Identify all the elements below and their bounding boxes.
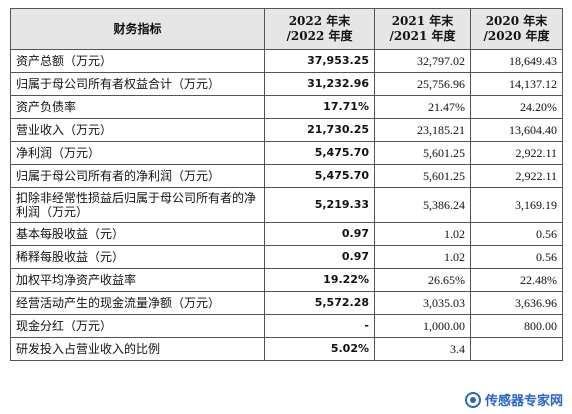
cell-2021: 3,035.03 bbox=[374, 291, 471, 315]
cell-2022: 37,953.25 bbox=[264, 49, 375, 73]
cell-2020: 24.20% bbox=[470, 95, 563, 119]
row-label: 扣除非经常性损益后归属于母公司所有者的净利润（万元） bbox=[10, 187, 265, 223]
cell-2022: 5,572.28 bbox=[264, 291, 375, 315]
cell-2022: 0.97 bbox=[264, 245, 375, 269]
watermark: 传感器专家网 bbox=[461, 389, 566, 410]
cell-2022: 0.97 bbox=[264, 222, 375, 246]
table-row: 归属于母公司所有者权益合计（万元） 31,232.96 25,756.96 14… bbox=[10, 72, 563, 96]
row-label: 基本每股收益（元） bbox=[10, 222, 265, 246]
cell-2022: 5,475.70 bbox=[264, 164, 375, 188]
cell-2020: 13,604.40 bbox=[470, 118, 563, 142]
table-row: 扣除非经常性损益后归属于母公司所有者的净利润（万元） 5,219.33 5,38… bbox=[10, 187, 563, 223]
financial-indicators-table: 财务指标 2022 年末 /2022 年度 2021 年末 /2021 年度 2… bbox=[10, 8, 563, 361]
row-label: 经营活动产生的现金流量净额（万元） bbox=[10, 291, 265, 315]
table-row: 基本每股收益（元） 0.97 1.02 0.56 bbox=[10, 222, 563, 246]
table-row: 净利润（万元） 5,475.70 5,601.25 2,922.11 bbox=[10, 141, 563, 165]
cell-2022: 5.02% bbox=[264, 337, 375, 361]
cell-2022: 17.71% bbox=[264, 95, 375, 119]
cell-2022: - bbox=[264, 314, 375, 338]
watermark-logo-icon bbox=[464, 391, 481, 408]
cell-2022: 5,475.70 bbox=[264, 141, 375, 165]
cell-2021: 5,601.25 bbox=[374, 141, 471, 165]
row-label: 归属于母公司所有者权益合计（万元） bbox=[10, 72, 265, 96]
header-2020: 2020 年末 /2020 年度 bbox=[470, 8, 563, 50]
cell-2021: 5,601.25 bbox=[374, 164, 471, 188]
cell-2022: 19.22% bbox=[264, 268, 375, 292]
cell-2021: 26.65% bbox=[374, 268, 471, 292]
table-row: 经营活动产生的现金流量净额（万元） 5,572.28 3,035.03 3,63… bbox=[10, 291, 563, 315]
cell-2022: 21,730.25 bbox=[264, 118, 375, 142]
header-2021: 2021 年末 /2021 年度 bbox=[374, 8, 471, 50]
table-header-row: 财务指标 2022 年末 /2022 年度 2021 年末 /2021 年度 2… bbox=[10, 8, 563, 50]
table-row: 营业收入（万元） 21,730.25 23,185.21 13,604.40 bbox=[10, 118, 563, 142]
row-label: 归属于母公司所有者的净利润（万元） bbox=[10, 164, 265, 188]
cell-2021: 5,386.24 bbox=[374, 187, 471, 223]
cell-2020: 800.00 bbox=[470, 314, 563, 338]
cell-2020: 14,137.12 bbox=[470, 72, 563, 96]
table-row: 现金分红（万元） - 1,000.00 800.00 bbox=[10, 314, 563, 338]
cell-2020: 0.56 bbox=[470, 245, 563, 269]
cell-2021: 3.4 bbox=[374, 337, 471, 361]
header-2022: 2022 年末 /2022 年度 bbox=[264, 8, 375, 50]
watermark-text: 传感器专家网 bbox=[484, 394, 563, 409]
cell-2020: 2,922.11 bbox=[470, 164, 563, 188]
row-label: 净利润（万元） bbox=[10, 141, 265, 165]
cell-2022: 5,219.33 bbox=[264, 187, 375, 223]
cell-2020: 2,922.11 bbox=[470, 141, 563, 165]
row-label: 资产总额（万元） bbox=[10, 49, 265, 73]
row-label: 资产负债率 bbox=[10, 95, 265, 119]
table-row: 归属于母公司所有者的净利润（万元） 5,475.70 5,601.25 2,92… bbox=[10, 164, 563, 188]
cell-2021: 23,185.21 bbox=[374, 118, 471, 142]
table-row: 稀释每股收益（元） 0.97 1.02 0.56 bbox=[10, 245, 563, 269]
row-label: 现金分红（万元） bbox=[10, 314, 265, 338]
table-row: 资产负债率 17.71% 21.47% 24.20% bbox=[10, 95, 563, 119]
cell-2021: 1,000.00 bbox=[374, 314, 471, 338]
cell-2020: 3,636.96 bbox=[470, 291, 563, 315]
cell-2020: 0.56 bbox=[470, 222, 563, 246]
row-label: 稀释每股收益（元） bbox=[10, 245, 265, 269]
cell-2020: 22.48% bbox=[470, 268, 563, 292]
row-label: 研发投入占营业收入的比例 bbox=[10, 337, 265, 361]
financial-table-container: 财务指标 2022 年末 /2022 年度 2021 年末 /2021 年度 2… bbox=[10, 8, 563, 361]
cell-2022: 31,232.96 bbox=[264, 72, 375, 96]
table-row: 研发投入占营业收入的比例 5.02% 3.4 bbox=[10, 337, 563, 361]
table-row: 资产总额（万元） 37,953.25 32,797.02 18,649.43 bbox=[10, 49, 563, 73]
cell-2021: 21.47% bbox=[374, 95, 471, 119]
cell-2020 bbox=[470, 337, 563, 361]
cell-2021: 1.02 bbox=[374, 245, 471, 269]
header-indicator: 财务指标 bbox=[10, 8, 265, 50]
cell-2020: 18,649.43 bbox=[470, 49, 563, 73]
table-row: 加权平均净资产收益率 19.22% 26.65% 22.48% bbox=[10, 268, 563, 292]
cell-2020: 3,169.19 bbox=[470, 187, 563, 223]
cell-2021: 1.02 bbox=[374, 222, 471, 246]
cell-2021: 32,797.02 bbox=[374, 49, 471, 73]
row-label: 加权平均净资产收益率 bbox=[10, 268, 265, 292]
cell-2021: 25,756.96 bbox=[374, 72, 471, 96]
row-label: 营业收入（万元） bbox=[10, 118, 265, 142]
